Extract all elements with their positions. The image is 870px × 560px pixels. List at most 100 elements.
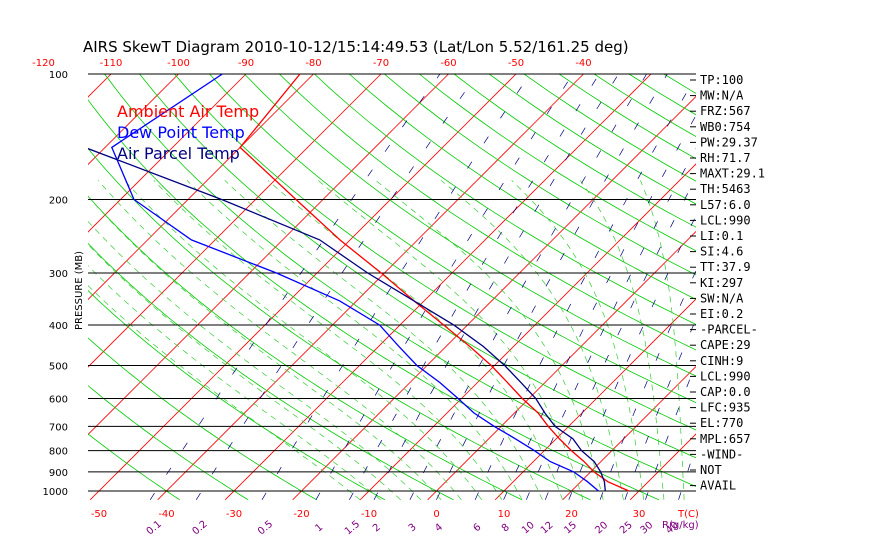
dry-adiabat-line [88,337,317,501]
mixing-ratio-tick: 1.5 [343,519,362,538]
index-value: LFC:935 [700,401,751,415]
dry-adiabat-line [418,74,696,252]
mixing-ratio-line [624,318,696,500]
isotherm-line [494,298,696,501]
dry-adiabat-line [88,195,523,501]
dry-adiabat-line [278,74,696,351]
index-value: EL:770 [700,416,743,430]
mixing-ratio-tick: 25 [618,520,635,537]
dry-adiabat-line [139,74,696,459]
isotherm-line [88,74,450,436]
index-value: -WIND- [700,447,743,461]
pressure-tick-label: 100 [49,70,68,81]
moist-adiabat-line [124,180,482,501]
dry-adiabat-line [88,433,181,501]
isotherm-line [157,74,585,501]
moist-adiabat-line [640,180,685,500]
isotherm-line [89,74,517,501]
index-value: TT:37.9 [700,260,751,274]
moist-adiabat-line [88,243,401,501]
legend-ambient: Ambient Air Temp [117,102,259,121]
isotherm-line [359,163,696,501]
index-value: LCL:990 [700,213,751,227]
temp-tick-bottom: 10 [498,509,511,520]
isotherm-line [88,74,382,368]
mixing-ratio-line [409,74,648,500]
dry-adiabat-line [838,55,870,500]
mixing-ratio-tick: 0.2 [190,519,209,538]
pressure-tick-label: 900 [49,468,68,479]
index-value: FRZ:567 [700,104,751,118]
moist-adiabat-line [153,180,503,500]
legend-parcel: Air Parcel Temp [117,144,240,163]
temp-tick-top: -70 [373,58,389,69]
mixing-ratio-line [525,147,696,500]
mixing-ratio-line [261,74,531,500]
mixing-ratio-tick: 12 [539,520,556,537]
dry-adiabat-line [88,242,454,501]
index-value: PW:29.37 [700,135,758,149]
moist-adiabat-line [224,180,543,500]
mixing-ratio-line [568,215,696,500]
background-lines [88,55,870,501]
moist-adiabat-line [317,180,584,500]
mixing-ratio-unit-label: R(g/kg) [662,520,699,531]
mixing-ratio-tick: 4 [433,522,445,535]
pressure-tick-label: 500 [49,361,68,372]
mixing-ratio-tick: 0.1 [145,519,164,538]
index-value: EI:0.2 [700,307,743,321]
index-value: CINH:9 [700,354,743,368]
isotherm-line [88,74,315,301]
temp-tick-bottom: 30 [633,509,646,520]
pressure-tick-label: 800 [49,447,68,458]
mixing-ratio-line [436,74,668,500]
mixing-ratio-tick: 2 [371,522,383,535]
index-value: SI:4.6 [700,245,743,259]
isobar-lines [88,73,696,492]
moist-adiabat-line [186,180,523,500]
pressure-tick-label: 400 [49,321,68,332]
temp-tick-top: -90 [238,58,254,69]
index-value: LI:0.1 [700,229,743,243]
isotherm-line [765,55,870,500]
dry-adiabat-line [770,55,870,500]
temp-tick-bottom: -30 [226,509,242,520]
dry-adiabat-line [243,74,696,377]
moist-adiabat-line [88,285,361,501]
legend: Ambient Air Temp Dew Point Temp Air Parc… [117,102,259,163]
mixing-ratio-line [349,74,600,500]
index-value: AVAIL [700,479,736,493]
moist-adiabat-line [440,180,624,500]
isotherm-line [88,74,247,233]
index-value: WB0:754 [700,120,751,134]
dew-point-line [110,74,599,492]
mixing-ratio-line [373,74,619,500]
index-value: TH:5463 [700,182,751,196]
pressure-tick-label: 700 [49,422,68,433]
index-value: LCL:990 [700,369,751,383]
chart-title: AIRS SkewT Diagram 2010-10-12/15:14:49.5… [83,38,629,56]
mixing-ratio-line [474,75,696,500]
mixing-ratio-tick: 6 [472,522,484,535]
moist-adiabat-line [88,265,381,501]
y-axis-label: PRESSURE (MB) [74,251,85,330]
temp-tick-bottom: 20 [565,509,578,520]
index-value: L57:6.0 [700,198,751,212]
parcel-temp-line [88,147,606,492]
temp-tick-bottom: -20 [293,509,309,520]
index-value: SW:N/A [700,291,744,305]
series-lines [88,74,630,492]
mixing-ratio-line [599,270,696,500]
temp-tick-bottom: -40 [158,509,174,520]
dry-adiabat-line [804,55,870,500]
temp-tick-bottom: -50 [91,509,107,520]
mixing-ratio-line [544,176,696,500]
index-value: MPL:657 [700,432,751,446]
dry-adiabat-line [88,290,386,501]
index-value: CAP:0.0 [700,385,751,399]
dry-adiabat-line [383,74,696,276]
legend-dewpoint: Dew Point Temp [117,123,245,142]
